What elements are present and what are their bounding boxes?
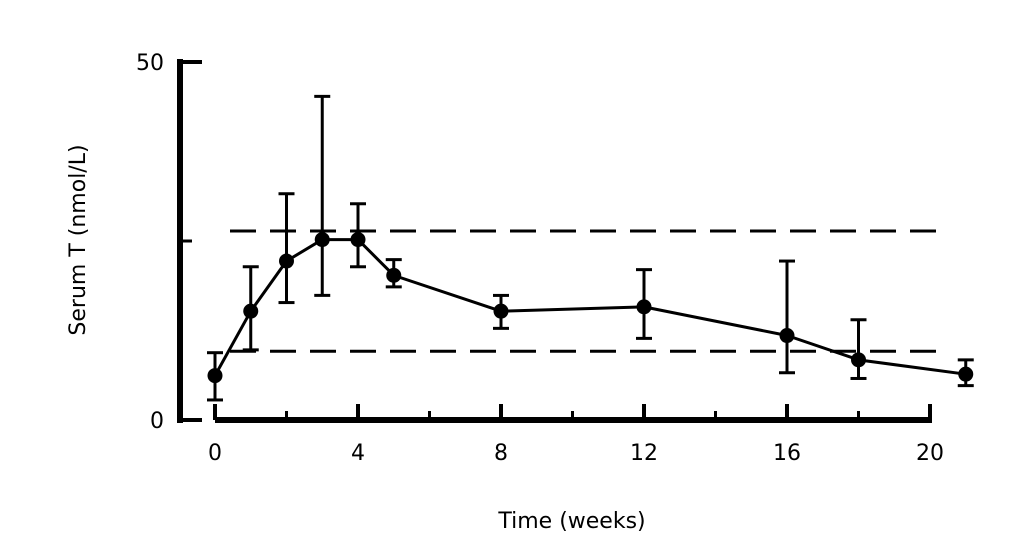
x-tick-label: 16 <box>773 441 801 466</box>
y-tick-label: 0 <box>150 409 164 434</box>
data-point <box>243 303 259 319</box>
data-point <box>279 253 294 269</box>
data-point <box>207 368 223 384</box>
axes <box>177 59 932 423</box>
reference-lines <box>230 229 940 353</box>
data-point <box>386 267 402 283</box>
x-tick-label: 12 <box>630 441 658 466</box>
data-point <box>779 328 795 344</box>
x-tick-label: 4 <box>351 441 365 466</box>
x-ticks: 0 4 8 12 16 20 <box>208 404 944 466</box>
y-tick-label: 50 <box>136 51 164 76</box>
data-point <box>350 232 366 248</box>
y-ticks: 0 50 <box>136 51 202 434</box>
x-tick-label: 20 <box>916 441 944 466</box>
x-axis-label: Time (weeks) <box>497 509 645 534</box>
x-tick-label: 8 <box>494 441 508 466</box>
data-point <box>851 352 866 368</box>
data-point <box>314 232 330 248</box>
error-bars <box>207 94 974 402</box>
data-point <box>958 366 974 382</box>
y-axis-label: Serum T (nmol/L) <box>66 144 91 335</box>
data-point <box>636 299 652 315</box>
data-point <box>493 303 509 319</box>
series <box>207 232 974 384</box>
x-tick-label: 0 <box>208 441 222 466</box>
